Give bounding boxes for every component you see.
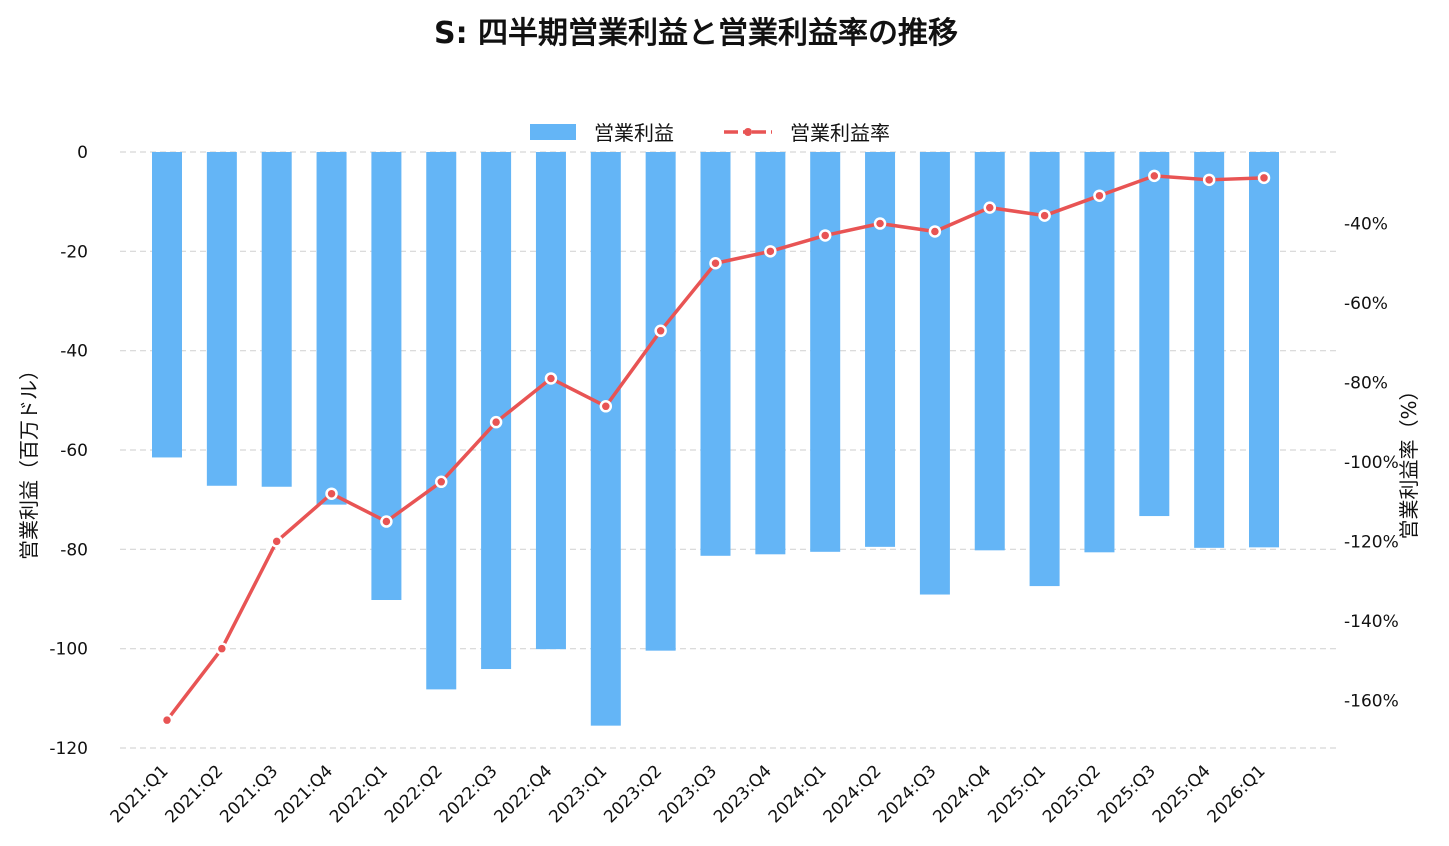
x-tick-label: 2024:Q1 xyxy=(765,761,831,827)
bar xyxy=(645,152,676,651)
line-point xyxy=(380,515,393,528)
x-tick-label: 2026:Q1 xyxy=(1204,761,1270,827)
legend-bar-swatch xyxy=(530,124,576,140)
line-point xyxy=(215,642,229,655)
x-tick-label: 2023:Q2 xyxy=(600,761,666,827)
x-tick-label: 2023:Q1 xyxy=(545,761,611,827)
x-tick-label: 2025:Q1 xyxy=(984,761,1050,827)
bar xyxy=(1249,152,1279,548)
bar xyxy=(1029,152,1060,587)
legend-bar-label: 営業利益 xyxy=(594,121,674,145)
x-tick-label: 2025:Q2 xyxy=(1039,761,1105,827)
x-tick-label: 2021:Q3 xyxy=(216,761,282,827)
y-left-axis-label: 営業利益（百万ドル） xyxy=(17,360,41,560)
bar xyxy=(535,152,566,650)
x-tick-label: 2024:Q2 xyxy=(820,761,886,827)
line-point xyxy=(270,535,283,548)
line-point xyxy=(489,415,503,429)
y-right-tick-label: -120% xyxy=(1344,532,1399,552)
line-point xyxy=(160,713,174,727)
x-tick-label: 2022:Q1 xyxy=(326,761,392,827)
y-right-tick-label: -160% xyxy=(1344,691,1399,711)
y-right-tick-label: -40% xyxy=(1344,215,1388,235)
line-point xyxy=(1202,173,1216,187)
y-left-tick-label: -20 xyxy=(60,242,88,262)
line-point xyxy=(873,217,887,230)
y-left-tick-label: -40 xyxy=(60,342,88,362)
bar xyxy=(481,152,512,670)
bar xyxy=(206,152,237,486)
line-point xyxy=(1148,169,1161,183)
line-point xyxy=(709,257,722,270)
legend-line-label: 営業利益率 xyxy=(790,121,890,145)
chart-title: S: 四半期営業利益と営業利益率の推移 xyxy=(433,16,959,51)
x-tick-label: 2022:Q4 xyxy=(491,761,557,827)
bar xyxy=(371,152,402,600)
bar xyxy=(810,152,841,552)
bar xyxy=(919,152,950,595)
line-point xyxy=(818,229,832,242)
bar xyxy=(590,152,621,726)
y-left-tick-label: -60 xyxy=(60,441,88,461)
bar xyxy=(316,152,347,505)
x-tick-label: 2025:Q4 xyxy=(1149,761,1215,827)
x-tick-label: 2021:Q1 xyxy=(107,761,173,827)
x-tick-label: 2025:Q3 xyxy=(1094,761,1160,827)
x-tick-label: 2024:Q4 xyxy=(929,761,995,827)
bar xyxy=(1194,152,1225,548)
x-tick-label: 2023:Q4 xyxy=(710,761,776,827)
legend-line-marker xyxy=(744,128,752,136)
y-left-tick-label: -120 xyxy=(49,739,88,759)
y-right-axis-label: 営業利益率（%） xyxy=(1397,380,1421,539)
bar xyxy=(426,152,457,690)
line-point xyxy=(1038,209,1051,222)
line-point xyxy=(544,372,558,385)
y-right-tick-label: -80% xyxy=(1344,373,1388,393)
line-point xyxy=(599,400,613,413)
y-right-tick-label: -140% xyxy=(1344,612,1399,632)
line-point xyxy=(654,324,667,338)
bar xyxy=(1139,152,1170,517)
line-point xyxy=(435,475,448,489)
line-point xyxy=(325,487,338,500)
line-point xyxy=(1093,189,1106,202)
bar xyxy=(261,152,292,487)
bar xyxy=(152,152,182,458)
x-tick-label: 2021:Q4 xyxy=(271,761,337,827)
x-tick-label: 2021:Q2 xyxy=(161,761,227,827)
line-point xyxy=(1257,171,1271,185)
bar xyxy=(865,152,896,547)
line-point xyxy=(764,245,777,258)
y-right-tick-label: -60% xyxy=(1344,294,1388,314)
bar xyxy=(974,152,1005,551)
x-tick-label: 2023:Q3 xyxy=(655,761,721,827)
y-left-tick-label: 0 xyxy=(77,143,88,163)
line-point xyxy=(928,225,942,238)
bar xyxy=(700,152,731,556)
line-point xyxy=(983,201,996,214)
y-left-tick-label: -80 xyxy=(60,540,88,560)
bar xyxy=(1084,152,1115,553)
y-right-tick-label: -100% xyxy=(1344,453,1399,473)
x-tick-label: 2022:Q3 xyxy=(436,761,502,827)
x-tick-label: 2022:Q2 xyxy=(381,761,447,827)
bar xyxy=(755,152,786,555)
y-left-tick-label: -100 xyxy=(49,640,88,660)
x-tick-label: 2024:Q3 xyxy=(875,761,941,827)
